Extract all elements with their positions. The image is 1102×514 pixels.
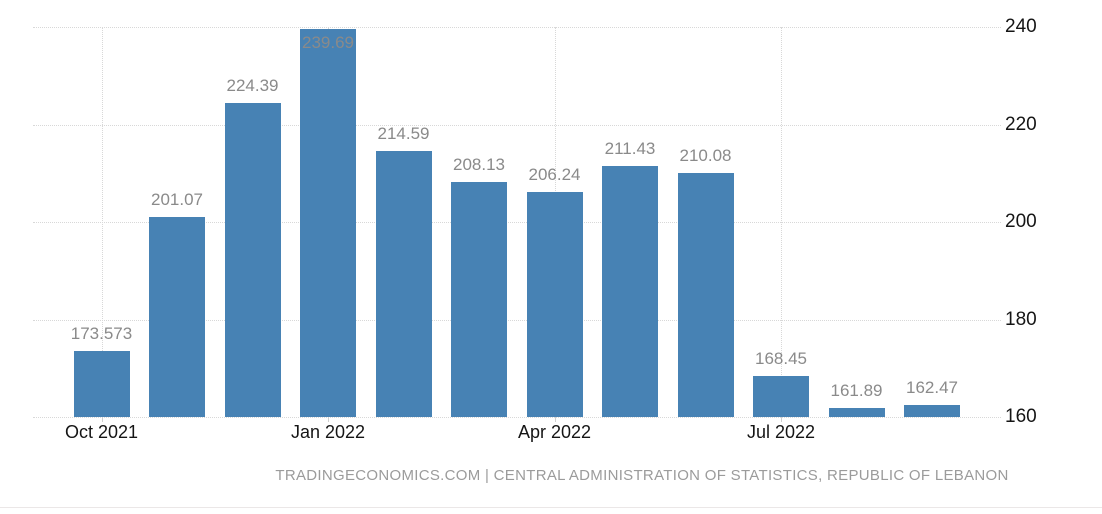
x-tick-label: Oct 2021	[64, 422, 139, 442]
bar[interactable]	[451, 182, 507, 417]
h-gridline	[33, 27, 1001, 28]
bar[interactable]	[375, 150, 432, 417]
bar[interactable]	[602, 166, 658, 417]
x-tick-label: Jan 2022	[290, 422, 366, 442]
x-tick-label: Apr 2022	[517, 422, 592, 442]
bar-value-label: 168.45	[755, 348, 807, 368]
bottom-divider	[0, 507, 1102, 508]
x-axis-tick	[101, 417, 103, 422]
bar-value-label: 211.43	[604, 139, 656, 159]
h-gridline	[33, 222, 1001, 223]
y-tick-label: 240	[1005, 16, 1037, 37]
bar[interactable]	[149, 216, 205, 417]
v-gridline	[781, 27, 782, 417]
x-axis-tick	[328, 417, 329, 422]
y-tick-label: 180	[1005, 308, 1037, 330]
bar-value-label: 162.47	[906, 377, 958, 397]
bar[interactable]	[904, 404, 960, 417]
y-tick-label: 200	[1005, 211, 1037, 232]
x-axis-tick	[554, 417, 556, 422]
bar-value-label: 206.24	[528, 164, 581, 184]
bar-value-label: 210.08	[679, 145, 732, 165]
bar[interactable]	[753, 375, 809, 417]
x-tick-label: Jul 2022	[746, 422, 816, 442]
h-gridline	[33, 417, 1001, 418]
bar[interactable]	[526, 191, 583, 417]
bar-value-label: 161.89	[830, 380, 883, 400]
bar[interactable]	[224, 103, 281, 417]
x-axis-tick	[781, 417, 782, 422]
bar-value-label: 239.69	[302, 32, 354, 52]
bar[interactable]	[73, 350, 130, 417]
bar[interactable]	[677, 172, 734, 417]
bar[interactable]	[300, 28, 356, 417]
y-tick-label: 220	[1005, 113, 1037, 135]
bar-value-label: 224.39	[226, 76, 279, 96]
y-tick-label: 160	[1005, 406, 1037, 427]
v-gridline	[101, 27, 103, 417]
bar-value-label: 208.13	[453, 155, 505, 175]
attribution-text: TRADINGECONOMICS.COM | CENTRAL ADMINISTR…	[275, 467, 1009, 484]
bar[interactable]	[828, 407, 885, 417]
h-gridline	[33, 319, 1001, 321]
bar-value-label: 173.573	[70, 323, 133, 343]
bar-value-label: 201.07	[151, 189, 203, 209]
bar-value-label: 214.59	[377, 123, 430, 143]
h-gridline	[33, 124, 1001, 126]
